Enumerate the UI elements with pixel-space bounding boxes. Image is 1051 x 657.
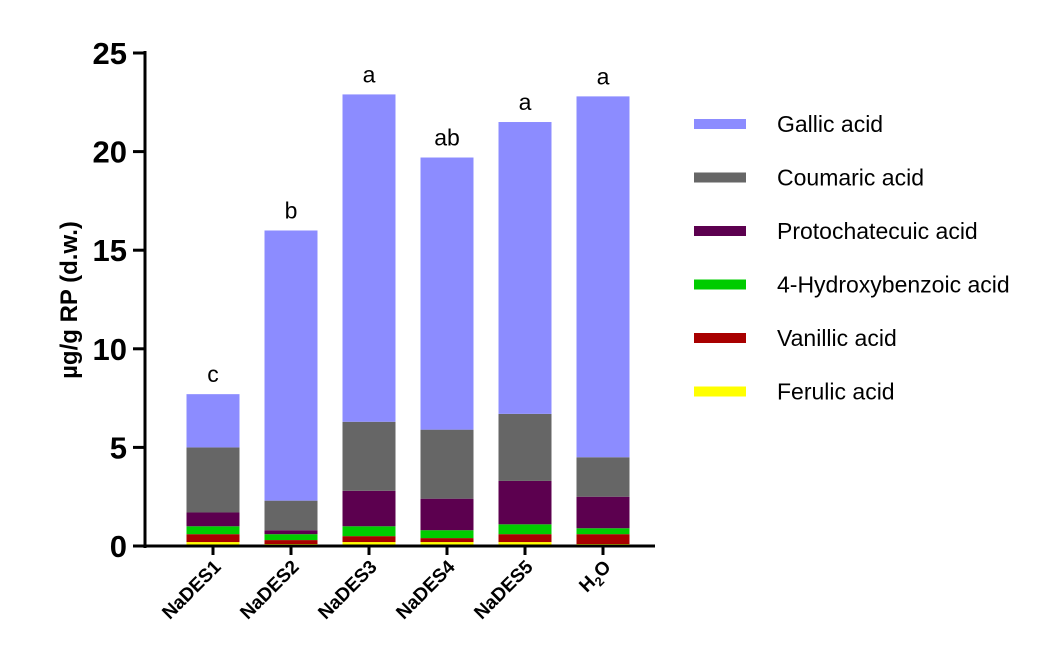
y-axis: 0 5 10 15 20 25 [93, 36, 145, 564]
y-tick-label: 25 [93, 36, 127, 71]
legend-swatch [694, 280, 746, 290]
bar-nades5-4-hydroxybenzoic-acid [499, 524, 552, 534]
bar-nades1-coumaric-acid [187, 447, 240, 512]
bar-nades4-coumaric-acid [421, 430, 474, 499]
bar-nades3-vanillic-acid [343, 536, 396, 542]
significance-label: ab [434, 125, 460, 151]
bar-nades4-4-hydroxybenzoic-acid [421, 530, 474, 538]
bar-h2o-4-hydroxybenzoic-acid [577, 528, 630, 534]
bar-h2o-coumaric-acid [577, 457, 630, 496]
bar-nades4-vanillic-acid [421, 538, 474, 542]
legend-swatch [694, 119, 746, 129]
bar-nades1-gallic-acid [187, 394, 240, 447]
x-tick-label: H2O [575, 557, 617, 599]
bar-nades5-gallic-acid [499, 122, 552, 414]
bar-nades3-coumaric-acid [343, 422, 396, 491]
legend-label: 4-Hydroxybenzoic acid [777, 272, 1010, 298]
bar-h2o-vanillic-acid [577, 534, 630, 544]
legend-swatch [694, 173, 746, 183]
bar-nades2-coumaric-acid [265, 501, 318, 531]
x-axis: NaDES1 NaDES2 NaDES3 NaDES4 NaDES5 H2O [143, 546, 655, 624]
legend-label: Coumaric acid [777, 165, 924, 191]
legend-label: Ferulic acid [777, 379, 895, 405]
significance-label: c [207, 361, 219, 387]
bar-nades2-gallic-acid [265, 230, 318, 500]
significance-label: a [363, 61, 376, 87]
legend-label: Vanillic acid [777, 325, 897, 351]
bar-nades5-protochatecuic-acid [499, 481, 552, 524]
bar-nades5-coumaric-acid [499, 414, 552, 481]
bar-nades2-vanillic-acid [265, 540, 318, 544]
legend-swatch [694, 333, 746, 343]
legend-label: Gallic acid [777, 111, 883, 137]
significance-label: b [285, 197, 298, 223]
bar-nades2-protochatecuic-acid [265, 530, 318, 534]
x-tick-label: NaDES2 [236, 557, 303, 624]
legend-swatch [694, 387, 746, 397]
y-tick-label: 20 [93, 135, 127, 170]
bar-nades3-protochatecuic-acid [343, 491, 396, 526]
y-tick-label: 5 [110, 430, 127, 465]
x-tick-label: NaDES5 [470, 556, 537, 623]
bar-nades1-vanillic-acid [187, 534, 240, 542]
legend-swatch [694, 226, 746, 236]
bar-nades3-4-hydroxybenzoic-acid [343, 526, 396, 536]
significance-label: a [519, 89, 532, 115]
y-tick-label: 0 [110, 529, 127, 564]
bar-nades1-protochatecuic-acid [187, 512, 240, 526]
bar-nades2-4-hydroxybenzoic-acid [265, 534, 318, 540]
plot-area: c b a ab a a [187, 61, 630, 546]
x-tick-label: NaDES4 [392, 556, 459, 623]
y-axis-label: µg/g RP (d.w.) [56, 221, 83, 379]
x-tick-label: NaDES1 [158, 556, 225, 623]
significance-label: a [597, 63, 610, 89]
bar-h2o-protochatecuic-acid [577, 497, 630, 529]
bar-nades1-4-hydroxybenzoic-acid [187, 526, 240, 534]
x-tick-label: NaDES3 [314, 557, 381, 624]
bar-nades4-protochatecuic-acid [421, 499, 474, 531]
legend-label: Protochatecuic acid [777, 218, 978, 244]
legend: Gallic acid Coumaric acid Protochatecuic a… [694, 111, 1010, 405]
bar-nades3-gallic-acid [343, 94, 396, 421]
y-tick-label: 15 [93, 233, 127, 268]
bar-nades5-vanillic-acid [499, 534, 552, 542]
y-tick-label: 10 [93, 332, 127, 367]
bar-nades4-gallic-acid [421, 158, 474, 430]
bar-h2o-gallic-acid [577, 96, 630, 457]
